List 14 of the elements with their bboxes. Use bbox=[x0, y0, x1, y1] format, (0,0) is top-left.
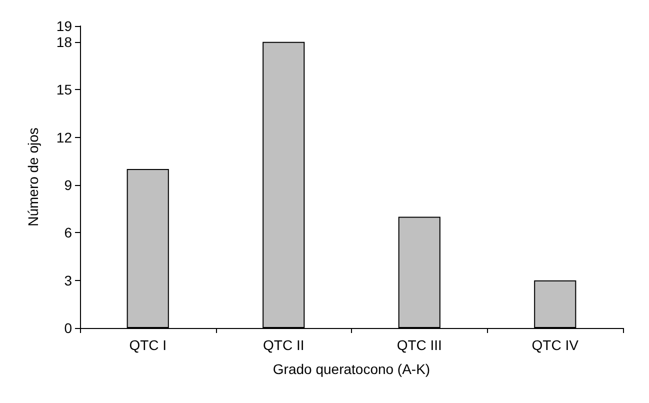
x-tick-label: QTC II bbox=[263, 337, 304, 353]
y-tick-label: 9 bbox=[64, 176, 72, 193]
y-axis-title: Número de ojos bbox=[25, 128, 41, 226]
x-tick-label: QTC IV bbox=[532, 337, 580, 353]
y-tick-label: 19 bbox=[56, 18, 72, 34]
y-tick-label: 3 bbox=[64, 272, 72, 288]
y-tick-label: 0 bbox=[64, 320, 72, 336]
x-tick-label: QTC I bbox=[129, 337, 167, 353]
y-tick-label: 6 bbox=[64, 224, 72, 241]
y-tick-label: 15 bbox=[56, 82, 72, 98]
y-tick-label: 12 bbox=[56, 129, 72, 146]
x-axis-title: Grado queratocono (A-K) bbox=[272, 361, 430, 377]
y-tick-label: 18 bbox=[56, 34, 72, 50]
x-tick-label: QTC III bbox=[396, 337, 442, 353]
